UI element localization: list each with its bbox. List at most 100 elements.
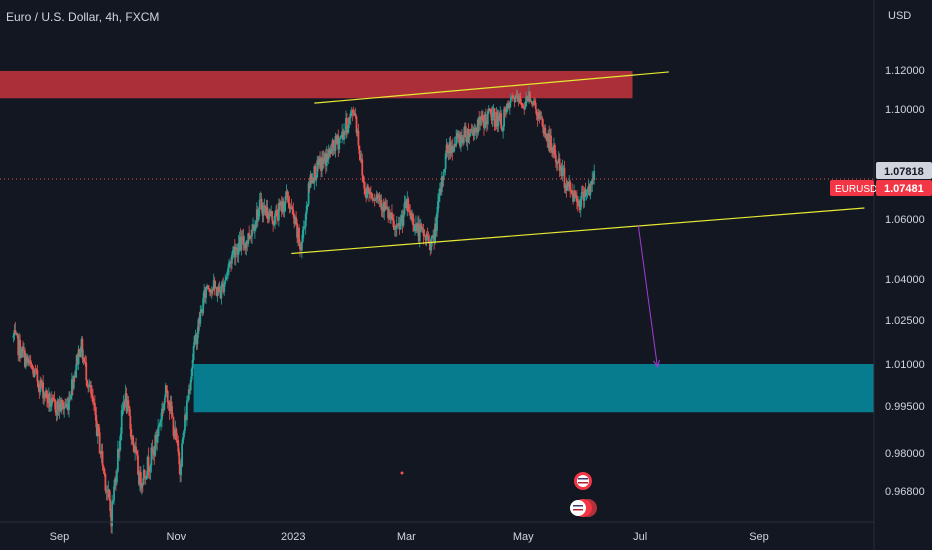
candle-body [238,236,241,244]
candle-body [193,336,196,347]
candle-body [96,424,99,437]
candle-body [59,403,62,412]
candle-body [366,186,368,198]
candle-body [352,112,355,116]
candle-body [337,135,340,150]
y-tick-label: 1.10000 [885,104,925,116]
trendline-upper[interactable] [314,71,669,104]
candle-body [484,114,486,129]
candle-body [108,489,111,500]
candle-body [66,404,68,405]
candle-body [86,380,89,386]
projection-arrow[interactable] [637,224,658,367]
candle-body [437,201,439,213]
candle-body [174,429,177,437]
candle-body [425,233,428,241]
candle-body [505,110,507,113]
candle-body [373,200,376,201]
candle-body [233,246,236,258]
candle-body [546,137,549,142]
candle-body [111,501,114,527]
candle-body [161,408,163,420]
candle-body [554,155,557,163]
candle-body [93,402,96,408]
candle-body [40,380,43,387]
candle-body [24,350,26,367]
candle-body [478,118,481,125]
x-tick-label: Mar [397,531,416,543]
candle-body [35,369,38,371]
candle-body [407,198,410,212]
candle-body [28,360,31,364]
candle-body [413,225,415,232]
candle-body [147,456,150,472]
candle-body [402,214,405,226]
candle-body [326,153,329,160]
candle-body [419,224,422,226]
prev-price-label: 1.07818 [884,166,924,178]
candle-body [414,226,416,232]
candle-body [136,451,138,456]
candle-body [393,226,396,230]
candle-body [199,312,202,324]
candle-body [198,319,201,324]
resistance-zone[interactable] [0,70,633,99]
candle-body [317,160,320,166]
candle-body [574,190,576,198]
candle-body [567,182,570,188]
candle-body [384,202,387,210]
candle-body [471,129,474,131]
candle-body [144,476,147,480]
candle-body [441,176,444,180]
candle-body [501,128,504,132]
candle-body [210,289,213,294]
trendline-lower[interactable] [291,207,865,255]
candle-body [309,174,312,188]
candle-body [125,393,128,412]
candle-body [122,401,125,410]
candle-body [241,236,244,238]
candle-body [439,188,442,192]
candle-body [192,346,195,360]
candle-body [347,117,350,129]
candle-body [242,236,245,245]
candle-body [185,415,187,421]
candle-body [467,129,470,138]
candle-body [226,272,229,277]
candle-body [327,149,330,160]
candle-body [172,416,175,436]
candle-body [159,422,161,426]
candle-body [360,159,363,161]
candle-body [291,207,294,210]
candle-body [568,181,571,188]
candle-body [431,235,434,238]
candle-body [173,435,176,437]
candle-body [237,243,240,255]
candle-body [145,475,148,480]
event-flag-group-icon[interactable] [570,499,597,517]
event-flag-icon[interactable] [574,472,592,490]
x-axis-ticks[interactable]: Sep Nov 2023 Mar May Jul Sep [50,531,769,543]
candle-body [107,489,110,492]
candle-body [252,224,254,230]
candle-body [398,223,401,230]
candle-body [363,181,366,189]
candle-body [319,158,321,162]
candle-body [468,135,471,138]
candle-body [553,145,556,156]
candle-body [274,213,276,225]
candle-body [449,142,452,154]
candle-body [504,108,506,111]
candle-body [209,292,212,294]
candle-body [250,236,252,237]
candle-body [102,465,105,469]
candle-body [89,385,91,386]
candle-body [566,182,569,191]
candle-body [259,198,262,200]
target-zone[interactable] [193,364,875,413]
candle-body [510,95,513,99]
candle-body [542,126,545,134]
candle-body [165,385,168,392]
candle-body [126,400,129,412]
